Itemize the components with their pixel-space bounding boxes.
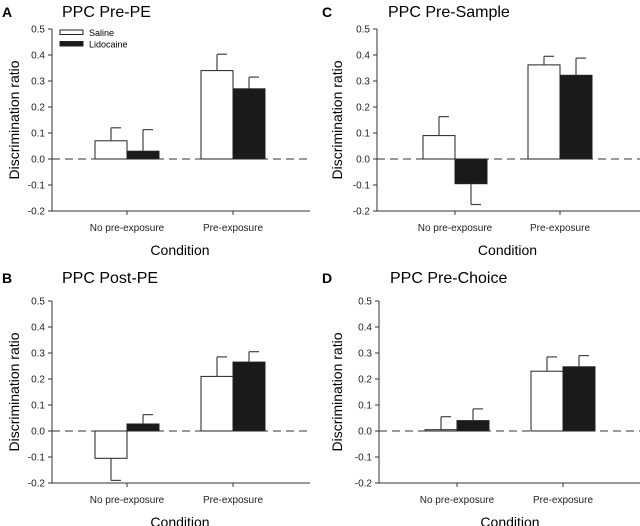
x-tick-label: Pre-exposure	[203, 495, 263, 506]
bar-lidocaine	[562, 366, 596, 432]
legend: Saline Lidocaine	[59, 28, 128, 50]
bar-saline	[527, 64, 561, 160]
y-tick-label: 0.1	[358, 401, 372, 412]
bar-lidocaine	[232, 361, 266, 432]
y-tick-label: 0.0	[356, 155, 370, 166]
y-tick-label: -0.1	[355, 453, 373, 464]
panel-letter: D	[322, 270, 332, 286]
panel-letter: A	[2, 4, 12, 20]
legend-swatch-saline	[59, 29, 84, 35]
panel-a: A PPC Pre-PE 0.5 0.4 0.3 0.2 0.1 0.0 -0.1 -0.2 No …	[2, 4, 310, 258]
bar-saline	[94, 430, 128, 459]
y-tick-label: 0.4	[31, 323, 45, 334]
panel-title: PPC Pre-PE	[62, 4, 151, 21]
bar-saline	[424, 429, 458, 432]
legend-label-lidocaine: Lidocaine	[89, 40, 128, 50]
panel-d: D PPC Pre-Choice 0.5 0.4 0.3 0.2 0.1 0.0 -0.1 -0.…	[322, 270, 640, 526]
y-tick-label: 0.2	[31, 103, 45, 114]
y-tick-label: 0.3	[356, 77, 370, 88]
y-axis-label: Discrimination ratio	[6, 60, 22, 179]
y-tick-label: -0.1	[28, 453, 46, 464]
bar-saline	[200, 375, 234, 432]
panel-letter: B	[2, 270, 12, 286]
bar-lidocaine	[232, 88, 266, 160]
y-tick-label: 0.5	[31, 297, 45, 308]
bar-lidocaine	[559, 74, 593, 160]
bar-saline	[94, 140, 128, 160]
panel-title: PPC Pre-Sample	[388, 4, 510, 21]
panel-b: B PPC Post-PE 0.5 0.4 0.3 0.2 0.1 0.0 -0.1 -0.2 No…	[2, 270, 310, 526]
x-tick-label: No pre-exposure	[420, 495, 495, 506]
bar-lidocaine	[456, 420, 490, 432]
y-tick-label: -0.2	[353, 207, 371, 218]
x-axis-label: Condition	[478, 242, 537, 258]
y-tick-label: -0.1	[28, 181, 46, 192]
y-tick-label: 0.3	[31, 77, 45, 88]
bar-saline	[422, 135, 456, 160]
panel-title: PPC Post-PE	[62, 270, 158, 287]
y-tick-label: -0.2	[28, 479, 46, 490]
bar-lidocaine	[454, 158, 488, 185]
legend-swatch-lidocaine	[59, 41, 84, 47]
x-tick-label: Pre-exposure	[530, 223, 590, 234]
y-tick-label: 0.1	[31, 401, 45, 412]
bar-lidocaine	[126, 150, 160, 160]
y-tick-label: 0.0	[31, 155, 45, 166]
x-axis-label: Condition	[150, 514, 209, 526]
bar-saline	[530, 370, 564, 432]
panel-title: PPC Pre-Choice	[390, 270, 507, 287]
y-tick-label: 0.3	[358, 349, 372, 360]
y-tick-label: 0.4	[31, 51, 45, 62]
y-tick-label: -0.2	[28, 207, 46, 218]
y-tick-label: 0.0	[358, 427, 372, 438]
y-tick-label: 0.2	[31, 375, 45, 386]
y-axis-label: Discrimination ratio	[329, 60, 345, 179]
y-tick-label: 0.0	[31, 427, 45, 438]
panel-letter: C	[322, 4, 332, 20]
bar-lidocaine	[126, 423, 160, 432]
y-tick-label: -0.1	[353, 181, 371, 192]
y-axis-label: Discrimination ratio	[6, 332, 22, 451]
y-axis-label: Discrimination ratio	[329, 332, 345, 451]
x-tick-label: Pre-exposure	[533, 495, 593, 506]
y-tick-label: 0.1	[356, 129, 370, 140]
y-tick-label: 0.5	[358, 297, 372, 308]
legend-label-saline: Saline	[89, 28, 114, 38]
x-tick-label: No pre-exposure	[90, 223, 165, 234]
y-tick-label: -0.2	[355, 479, 373, 490]
y-tick-label: 0.3	[31, 349, 45, 360]
x-tick-label: No pre-exposure	[418, 223, 493, 234]
y-tick-label: 0.4	[358, 323, 372, 334]
x-tick-label: No pre-exposure	[90, 495, 165, 506]
bar-saline	[200, 70, 234, 160]
y-tick-label: 0.2	[358, 375, 372, 386]
x-tick-label: Pre-exposure	[203, 223, 263, 234]
y-tick-label: 0.2	[356, 103, 370, 114]
y-tick-label: 0.4	[356, 51, 370, 62]
x-axis-label: Condition	[150, 242, 209, 258]
x-axis-label: Condition	[480, 514, 539, 526]
panel-c: C PPC Pre-Sample 0.5 0.4 0.3 0.2 0.1 0.0 -0.1 -0.…	[322, 4, 640, 258]
y-tick-label: 0.5	[31, 25, 45, 36]
y-tick-label: 0.1	[31, 129, 45, 140]
y-tick-label: 0.5	[356, 25, 370, 36]
